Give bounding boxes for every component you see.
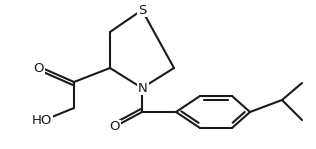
Text: N: N (138, 82, 148, 94)
Text: S: S (138, 3, 146, 17)
Text: O: O (34, 62, 44, 74)
Text: O: O (110, 121, 120, 134)
Text: HO: HO (32, 114, 52, 128)
